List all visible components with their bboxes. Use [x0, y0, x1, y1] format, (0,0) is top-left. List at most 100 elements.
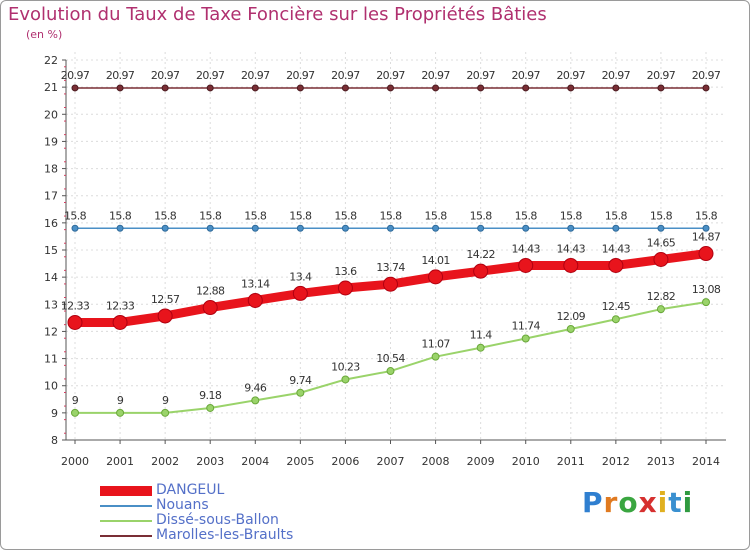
- y-tick-label: 20: [44, 108, 58, 121]
- data-label: 15.8: [560, 209, 583, 222]
- y-tick-label: 14: [44, 271, 58, 284]
- data-point: [473, 263, 489, 279]
- data-point: [341, 375, 350, 384]
- data-point: [292, 285, 308, 301]
- y-tick-label: 12: [44, 325, 58, 338]
- data-label: 15.8: [64, 209, 87, 222]
- data-label: 15.8: [199, 209, 222, 222]
- data-point: [432, 84, 440, 92]
- data-point: [71, 408, 79, 417]
- logo-letter: P: [582, 486, 604, 519]
- data-label: 20.97: [151, 69, 180, 82]
- data-point: [67, 314, 83, 330]
- data-point: [251, 224, 259, 232]
- legend-swatch: [100, 535, 152, 537]
- logo-letter: i: [657, 486, 669, 519]
- x-tick-label: 2010: [512, 455, 540, 468]
- series-marolles-les-braults: [71, 84, 710, 92]
- data-point: [71, 224, 79, 232]
- data-label: 15.8: [109, 209, 132, 222]
- data-label: 14.65: [647, 237, 676, 250]
- data-point: [161, 84, 169, 92]
- x-tick-label: 2012: [602, 455, 630, 468]
- data-point: [702, 84, 710, 92]
- data-point: [202, 300, 218, 316]
- data-label: 13.74: [376, 261, 405, 274]
- data-point: [698, 246, 714, 262]
- data-label: 20.97: [602, 69, 631, 82]
- data-label: 20.97: [692, 69, 721, 82]
- grid-layer: [66, 52, 726, 441]
- series-nouans: [71, 224, 710, 232]
- y-tick-label: 9: [51, 407, 58, 420]
- data-label: 20.97: [557, 69, 586, 82]
- data-point: [296, 84, 304, 92]
- x-tick-label: 2000: [61, 455, 89, 468]
- y-tick-label: 10: [44, 380, 58, 393]
- data-label: 13.14: [241, 277, 270, 290]
- data-label: 20.97: [196, 69, 225, 82]
- logo-letter: o: [618, 486, 639, 519]
- data-point: [157, 308, 173, 324]
- data-point: [612, 84, 620, 92]
- logo-letter: x: [638, 486, 658, 519]
- data-label: 15.8: [334, 209, 357, 222]
- data-point: [431, 352, 440, 361]
- x-tick-label: 2004: [241, 455, 269, 468]
- data-label: 11.4: [470, 329, 493, 342]
- data-point: [387, 84, 394, 92]
- data-label: 20.97: [61, 69, 90, 82]
- data-point: [206, 403, 215, 412]
- y-tick-label: 15: [44, 244, 58, 257]
- data-label: 10.54: [376, 352, 405, 365]
- data-label: 15.8: [695, 209, 718, 222]
- y-tick-label: 13: [44, 298, 58, 311]
- data-point: [612, 224, 620, 232]
- data-label: 20.97: [376, 69, 405, 82]
- data-point: [567, 224, 575, 232]
- data-point: [428, 269, 444, 285]
- data-point: [518, 257, 534, 273]
- data-label: 20.97: [241, 69, 270, 82]
- data-label: 12.33: [61, 299, 90, 312]
- logo-letter: i: [682, 486, 694, 519]
- data-label: 15.8: [289, 209, 312, 222]
- logo-letter: t: [668, 486, 683, 519]
- x-tick-label: 2001: [106, 455, 134, 468]
- data-point: [522, 224, 530, 232]
- data-label: 9: [72, 394, 79, 407]
- data-point: [657, 224, 665, 232]
- data-label: 9.46: [244, 381, 267, 394]
- data-point: [206, 224, 214, 232]
- data-label: 9: [117, 394, 124, 407]
- data-label: 11.74: [511, 319, 540, 332]
- data-point: [247, 292, 263, 308]
- data-point: [611, 315, 620, 324]
- legend-item-marolles-les-braults: Marolles-les-Braults: [100, 527, 420, 544]
- data-point: [116, 408, 125, 417]
- data-point: [608, 257, 624, 273]
- legend-item-nouans: Nouans: [100, 497, 420, 514]
- chart-unit-label: (en %): [26, 28, 63, 41]
- y-tick-label: 11: [44, 353, 58, 366]
- data-label: 9.18: [199, 389, 222, 402]
- data-point: [521, 334, 530, 343]
- data-point: [251, 84, 259, 92]
- data-label: 12.82: [647, 290, 676, 303]
- data-label: 12.45: [602, 300, 631, 313]
- data-label: 15.8: [425, 209, 448, 222]
- data-point: [566, 324, 575, 333]
- data-label: 20.97: [466, 69, 495, 82]
- data-point: [432, 224, 440, 232]
- data-label: 12.57: [151, 293, 180, 306]
- data-label-layer: 20.97 20.97 20.97 20.97 20.97 20.97 20.97 20.97…: [61, 69, 722, 407]
- data-label: 20.97: [286, 69, 315, 82]
- x-tick-label: 2007: [377, 455, 405, 468]
- data-point: [116, 224, 124, 232]
- data-point: [251, 396, 260, 405]
- data-point: [161, 224, 169, 232]
- data-point: [702, 298, 710, 307]
- y-tick-label: 18: [44, 163, 58, 176]
- y-tick-label: 19: [44, 135, 58, 148]
- legend-item-dangeul: DANGEUL: [100, 482, 420, 499]
